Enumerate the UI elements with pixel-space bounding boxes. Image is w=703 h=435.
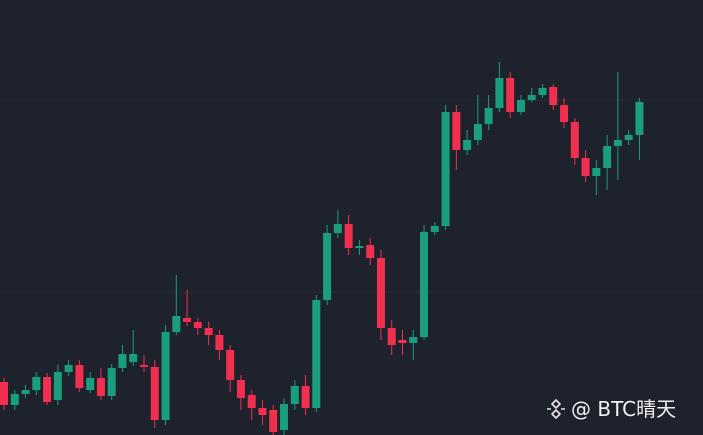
candle-body [32,377,41,390]
candle-body [312,300,321,408]
candle-body [441,112,450,226]
candle-body [323,233,332,300]
candle-body [172,316,181,332]
candle-body [484,108,493,124]
candle-body [215,335,224,350]
candle-body [226,350,235,380]
candle-body [96,378,105,396]
candle-body [570,122,579,158]
candle-body [53,372,62,400]
candle-body [140,365,149,367]
candle-body [258,408,267,415]
candle-body [398,340,407,343]
candle-body [560,105,569,122]
watermark-icon [547,398,565,420]
candle-body [603,146,612,168]
candles [0,62,644,435]
candle-body [150,367,159,420]
candle-body [64,365,73,372]
watermark-text: @ BTC晴天 [571,397,676,421]
candle-body [592,168,601,176]
candle-body [516,100,525,112]
candle-body [613,140,622,146]
candle-body [527,95,536,100]
candle-body [21,390,30,394]
candle-body [495,78,504,108]
candle-body [473,124,482,140]
candle-body [301,386,310,408]
candle-body [506,78,515,112]
candle-body [624,135,633,140]
candle-body [344,224,353,248]
candle-body [280,404,289,430]
candle-body [236,380,245,398]
candle-body [247,395,256,408]
candle-body [387,328,396,345]
watermark: @ BTC晴天 [547,397,676,421]
candle-body [107,368,116,396]
candle-body [452,112,461,150]
candle-body [86,378,95,390]
candle-body [463,140,472,150]
candle-body [204,328,213,335]
candle-body [549,87,558,105]
candle-body [430,226,439,232]
candle-body [161,332,170,420]
candle-body [420,232,429,337]
candle-body [118,354,127,368]
candle-body [538,88,547,95]
candle-body [183,318,192,322]
candle-body [193,322,202,328]
candle-body [376,258,385,328]
candle-body [0,382,8,405]
candle-body [355,246,364,248]
candle-body [333,224,342,233]
candle-body [581,158,590,176]
candle-body [409,337,418,343]
candle-body [10,394,19,405]
candle-body [75,365,84,388]
candle-body [635,102,644,135]
candle-body [43,377,52,402]
candle-body [129,354,138,362]
candle-body [290,386,299,404]
candle-body [366,245,375,258]
candle-body [269,410,278,432]
